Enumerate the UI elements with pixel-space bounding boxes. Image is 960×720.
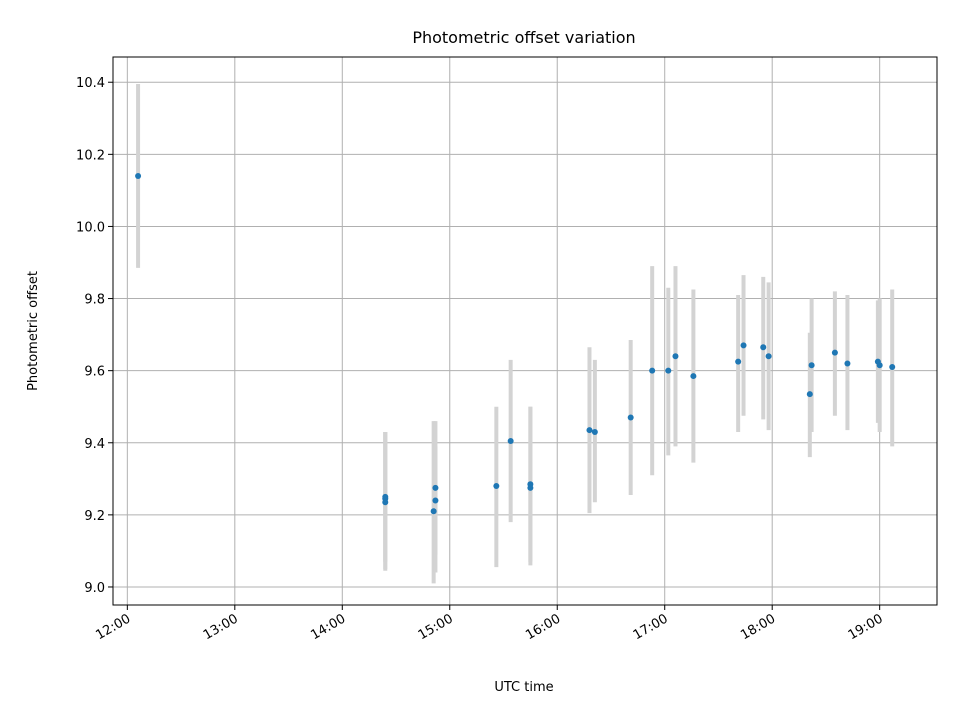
data-point	[672, 353, 679, 360]
data-point	[760, 344, 767, 351]
chart-title: Photometric offset variation	[412, 28, 635, 47]
y-tick-label: 9.6	[84, 365, 105, 380]
data-point	[844, 360, 851, 367]
data-point	[527, 484, 534, 491]
data-point	[889, 364, 896, 371]
data-point	[493, 483, 500, 490]
y-tick-label: 9.2	[84, 509, 105, 524]
plot-area-frame	[112, 56, 938, 606]
data-point	[432, 484, 439, 491]
data-point	[806, 391, 813, 398]
data-point	[808, 362, 815, 369]
data-point	[507, 437, 514, 444]
y-tick-label: 9.0	[84, 581, 105, 596]
data-point	[876, 362, 883, 369]
data-point	[430, 508, 437, 515]
y-axis-ticks: 9.0 9.2 9.4 9.6 9.8 10.0 10.2 10.4	[76, 76, 113, 596]
data-point	[135, 172, 142, 179]
y-tick-label: 10.0	[76, 220, 105, 235]
data-point	[765, 353, 772, 360]
y-tick-label: 9.4	[84, 437, 105, 452]
data-point	[690, 373, 697, 380]
data-point	[665, 367, 672, 374]
y-tick-label: 9.8	[84, 293, 105, 308]
x-axis-label: UTC time	[494, 680, 553, 695]
data-point	[649, 367, 656, 374]
data-point	[735, 358, 742, 365]
y-tick-label: 10.2	[76, 148, 105, 163]
grid	[113, 57, 937, 605]
data-point	[831, 349, 838, 356]
data-points	[135, 172, 896, 515]
data-point	[591, 428, 598, 435]
data-point	[382, 499, 389, 506]
data-point	[586, 427, 593, 434]
data-point	[432, 497, 439, 504]
data-point	[627, 414, 634, 421]
y-axis-label: Photometric offset	[26, 271, 41, 391]
data-point	[740, 342, 747, 349]
y-tick-label: 10.4	[76, 76, 105, 91]
